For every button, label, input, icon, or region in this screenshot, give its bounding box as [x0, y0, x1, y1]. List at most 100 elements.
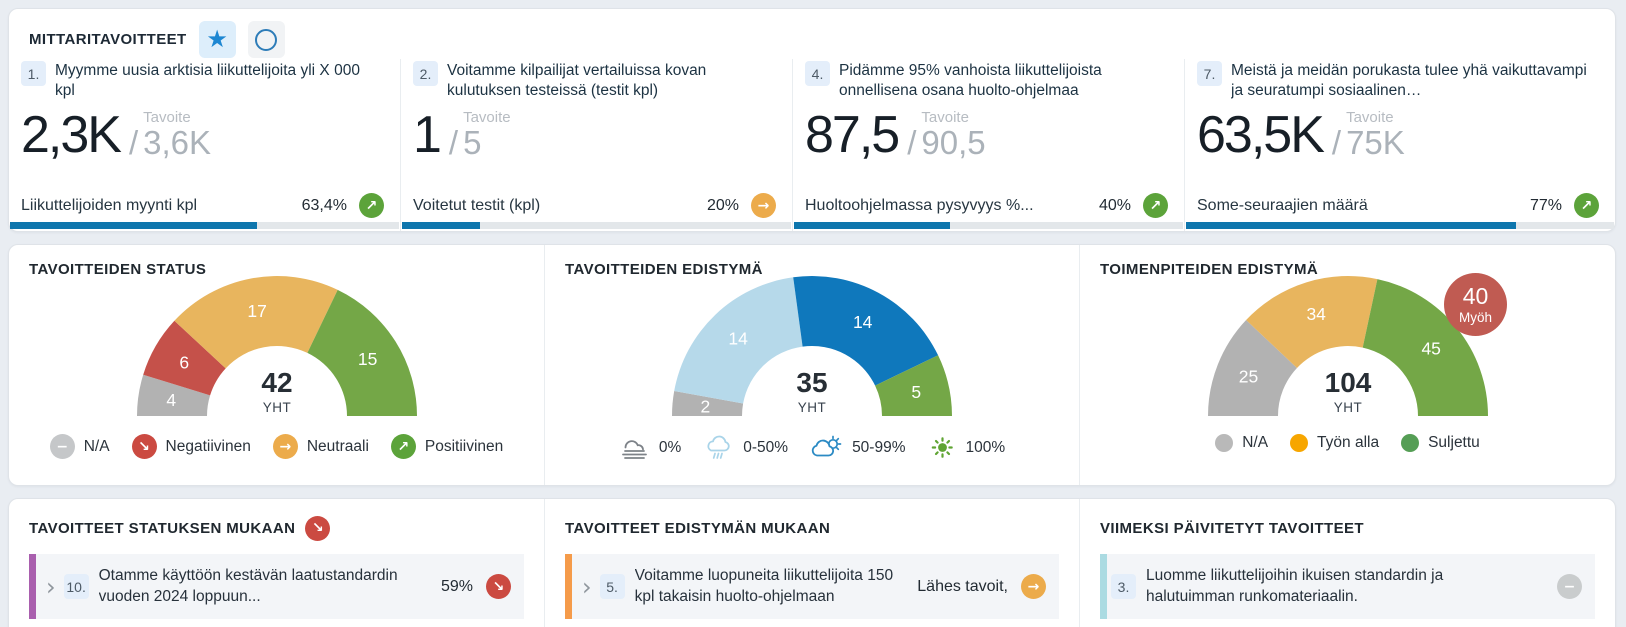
gauge-segment[interactable]	[1362, 279, 1488, 416]
kpi-value: 63,5K	[1197, 106, 1325, 165]
gauge-total-label: YHT	[798, 400, 827, 415]
legend-arrow-ur-icon: ↗	[390, 434, 416, 459]
legend-label: 0-50%	[743, 438, 789, 456]
kpi-panel: MITTARITAVOITTEET ★ 1. Myymme uusia arkt…	[8, 8, 1616, 232]
fog-weather-icon	[619, 434, 650, 461]
legend-item: 100%	[928, 434, 1006, 461]
late-count-label: Myöh	[1458, 309, 1492, 325]
kpi-number-badge: 2.	[413, 61, 438, 86]
gauge-segment[interactable]	[671, 391, 744, 416]
kpi-value: 87,5	[805, 106, 900, 165]
gauge-title: TAVOITTEIDEN STATUS	[29, 261, 207, 278]
item-number-badge: 3.	[1111, 574, 1136, 599]
gauge-segment-label: 34	[1306, 304, 1326, 324]
kpi-title: Meistä ja meidän porukasta tulee yhä vai…	[1231, 62, 1587, 99]
legend-label: N/A	[83, 437, 110, 455]
kpi-target-value: 3,6K	[143, 123, 212, 161]
status-gauge-chart[interactable]: 46 17 15 42 YHT	[127, 272, 427, 422]
item-number-badge: 10.	[63, 574, 89, 599]
legend-arrow-r-icon: →	[272, 434, 298, 459]
circle-filter-button[interactable]	[247, 21, 285, 58]
kpi-slash: /	[128, 123, 139, 161]
kpi-card-3[interactable]: 4. Pidämme 95% vanhoista liikuttelijoist…	[792, 59, 1184, 231]
kpi-card-4[interactable]: 7. Meistä ja meidän porukasta tulee yhä …	[1184, 59, 1615, 231]
gauge-segment[interactable]	[136, 374, 210, 416]
panel-header: MITTARITAVOITTEET ★	[9, 9, 1615, 59]
status-na-icon: −	[1557, 574, 1582, 599]
kpi-title: Myymme uusia arktisia liikuttelijoita yl…	[55, 62, 360, 99]
star-filter-button[interactable]: ★	[198, 21, 236, 58]
gauge-segment[interactable]	[173, 276, 338, 369]
goal-list-item[interactable]: › 10. Otamme käyttöön kestävän laatustan…	[29, 554, 524, 619]
kpi-number-badge: 4.	[805, 61, 830, 86]
kpi-target-value: 90,5	[921, 123, 986, 161]
gauge-segment[interactable]	[306, 289, 417, 416]
kpi-number-badge: 7.	[1197, 61, 1222, 86]
actions-gauge-chart[interactable]: 25 34 45 104 YHT	[1198, 272, 1498, 422]
chevron-right-icon[interactable]: ›	[46, 572, 56, 601]
gauge-segment[interactable]	[875, 355, 952, 416]
gauge-segment-label: 6	[179, 353, 189, 373]
chevron-right-icon[interactable]: ›	[582, 572, 592, 601]
gauge-legend: − N/A ↘ Negatiivinen → Neutraali ↗ Positiivinen	[49, 434, 503, 459]
gauge-segment[interactable]	[142, 320, 226, 396]
gauge-total: 35	[796, 367, 827, 398]
gauge-segment-label: 4	[166, 390, 176, 410]
item-category-bar	[565, 554, 572, 619]
legend-arrow-dr-icon: ↘	[131, 434, 157, 459]
kpi-slash: /	[448, 123, 459, 161]
kpi-progress-fill	[402, 222, 480, 229]
kpi-percent: 77%	[1529, 196, 1562, 214]
legend-item: Työn alla	[1290, 434, 1379, 452]
progress-gauge-chart[interactable]: 2 14 14 5 35 YHT	[662, 272, 962, 422]
goal-list-item[interactable]: › 5. Voitamme luopuneita liikuttelijoita…	[565, 554, 1059, 619]
list-title: TAVOITTEET STATUKSEN MUKAAN	[29, 519, 296, 537]
status-arrow-down-icon: ↘	[486, 574, 511, 599]
kpi-slash: /	[1331, 123, 1342, 161]
status-arrow-right-icon: →	[1021, 574, 1046, 599]
partly-weather-icon	[810, 434, 843, 461]
goal-list-item[interactable]: › 3. Luomme liikuttelijoihin ikuisen sta…	[1100, 554, 1595, 619]
gauge-actions: TOIMENPITEIDEN EDISTYMÄ 25 34 45 104 YHT 40 …	[1079, 245, 1615, 485]
item-value: 59%	[440, 577, 473, 595]
item-text: Luomme liikuttelijoihin ikuisen standard…	[1146, 567, 1444, 605]
gauge-total: 42	[261, 367, 292, 398]
item-text: Otamme käyttöön kestävän laatustandardin…	[98, 567, 398, 605]
kpi-metric-label: Some-seuraajien määrä	[1197, 196, 1368, 214]
gauge-total: 104	[1324, 367, 1371, 398]
kpi-card-2[interactable]: 2. Voitamme kilpailijat vertailuissa kov…	[400, 59, 792, 231]
list-by-status: TAVOITTEET STATUKSEN MUKAAN ↘ › 10. Otam…	[9, 499, 544, 627]
rain-weather-icon	[703, 434, 734, 461]
legend-item: 50-99%	[810, 434, 906, 461]
gauge-segment-label: 45	[1421, 339, 1440, 359]
legend-label: 0%	[658, 438, 682, 456]
kpi-target-label: Tavoite	[143, 108, 191, 126]
kpi-progress-bar	[1186, 222, 1614, 229]
gauge-segment-label: 15	[357, 349, 376, 369]
kpi-slash: /	[907, 123, 917, 161]
status-arrow-up-icon: ↗	[1574, 193, 1599, 218]
sun-weather-icon	[928, 434, 957, 461]
list-title: TAVOITTEET EDISTYMÄN MUKAAN	[565, 519, 831, 537]
kpi-target-label: Tavoite	[463, 108, 511, 126]
gauge-segment[interactable]	[1207, 320, 1297, 416]
kpi-row: 1. Myymme uusia arktisia liikuttelijoita…	[9, 59, 1615, 231]
legend-item: N/A	[1215, 434, 1268, 452]
list-title: VIIMEKSI PÄIVITETYT TAVOITTEET	[1100, 519, 1364, 537]
gauge-segment[interactable]	[1245, 275, 1377, 368]
gauge-segment-label: 17	[247, 301, 266, 321]
kpi-progress-bar	[10, 222, 399, 229]
kpi-value: 2,3K	[21, 106, 122, 165]
kpi-metric-label: Voitetut testit (kpl)	[413, 196, 541, 214]
gauge-segment[interactable]	[793, 276, 939, 386]
kpi-progress-fill	[794, 222, 950, 229]
late-count-badge[interactable]: 40 Myöh	[1444, 273, 1507, 336]
gauge-segment[interactable]	[674, 277, 803, 404]
legend-label: 100%	[965, 438, 1006, 456]
gauge-legend: N/A Työn alla Suljettu	[1215, 434, 1480, 452]
legend-dot-icon	[1215, 434, 1234, 452]
kpi-card-1[interactable]: 1. Myymme uusia arktisia liikuttelijoita…	[9, 59, 400, 231]
lists-panel: TAVOITTEET STATUKSEN MUKAAN ↘ › 10. Otam…	[8, 498, 1616, 627]
legend-label: Neutraali	[306, 437, 369, 455]
gauge-segment-label: 14	[728, 329, 748, 349]
